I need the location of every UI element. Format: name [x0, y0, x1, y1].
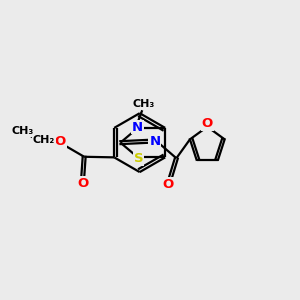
Text: O: O: [54, 135, 66, 148]
Text: CH₃: CH₃: [11, 126, 34, 136]
Text: S: S: [134, 152, 143, 165]
Text: O: O: [202, 117, 213, 130]
Text: O: O: [77, 177, 88, 190]
Text: N: N: [149, 135, 161, 148]
Text: O: O: [163, 178, 174, 191]
Text: N: N: [132, 121, 143, 134]
Text: CH₂: CH₂: [33, 135, 55, 145]
Text: CH₃: CH₃: [133, 99, 155, 109]
